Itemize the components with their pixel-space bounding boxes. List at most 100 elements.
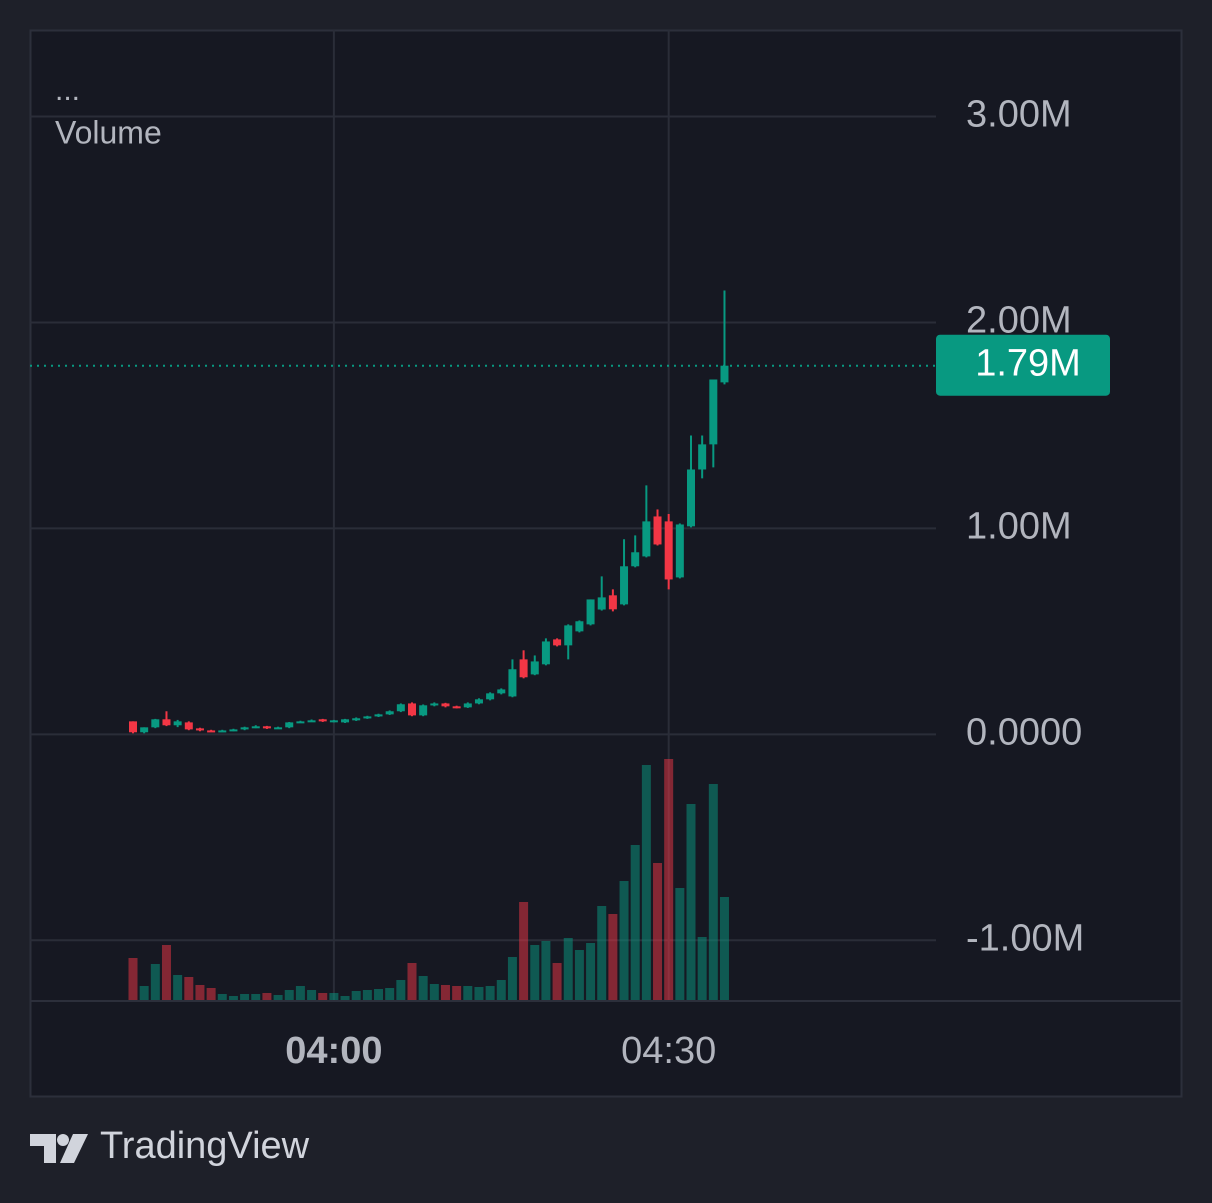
volume-bar xyxy=(586,943,596,1000)
candle-body xyxy=(508,669,517,697)
candle-body xyxy=(698,444,707,470)
volume-bar xyxy=(251,994,261,1000)
volume-bar xyxy=(463,986,473,1000)
candle-body xyxy=(262,726,271,729)
y-tick-label: 1.00M xyxy=(966,505,1072,547)
candle-body xyxy=(519,659,528,678)
candle-body xyxy=(173,721,182,726)
candle-body xyxy=(285,722,294,728)
volume-bar xyxy=(396,980,406,1000)
candle-body xyxy=(597,597,606,610)
volume-bar xyxy=(597,906,607,1000)
candle-body xyxy=(564,625,573,646)
candle-body xyxy=(408,703,416,716)
candle-body xyxy=(396,704,405,712)
y-tick-label: 2.00M xyxy=(966,299,1072,341)
volume-bar xyxy=(429,984,439,1000)
volume-bar xyxy=(719,897,729,1000)
volume-bar xyxy=(217,994,227,1000)
candle-body xyxy=(586,599,595,625)
candle-body xyxy=(329,720,338,723)
candle-body xyxy=(575,621,584,632)
volume-bar xyxy=(262,993,272,1000)
candle-body xyxy=(675,524,684,578)
volume-bar xyxy=(686,804,696,1000)
candle-body xyxy=(441,703,450,707)
candle-body xyxy=(664,521,673,580)
volume-bar xyxy=(318,993,328,1000)
volume-bar xyxy=(485,986,495,1000)
candle-body xyxy=(452,706,461,709)
candle-body xyxy=(229,729,238,732)
candle-body xyxy=(631,552,640,567)
candle-body xyxy=(195,728,204,731)
volume-bar xyxy=(374,989,384,1000)
volume-bar xyxy=(173,975,183,1000)
volume-bar xyxy=(664,759,674,1000)
volume-bar xyxy=(653,863,663,1000)
candle-body xyxy=(184,722,193,730)
candle-body xyxy=(474,699,483,704)
last-value-label: 1.79M xyxy=(975,343,1081,385)
candle-body xyxy=(720,365,729,383)
volume-bar xyxy=(574,950,584,1000)
candle-body xyxy=(274,727,283,730)
candle-body xyxy=(642,521,651,557)
candle-body xyxy=(352,718,361,721)
volume-bar xyxy=(630,845,640,1000)
volume-bar xyxy=(195,985,205,1000)
candle-body xyxy=(296,721,305,724)
candle-body xyxy=(497,689,506,694)
volume-bar xyxy=(150,964,160,1000)
candle-body xyxy=(530,661,539,675)
candle-body xyxy=(341,719,350,723)
candle-body xyxy=(218,730,227,733)
y-tick-label: 0.0000 xyxy=(966,711,1082,753)
volume-bar xyxy=(507,957,517,1000)
candle-body xyxy=(385,711,394,715)
volume-bar xyxy=(307,990,317,1000)
volume-bar xyxy=(641,765,651,1000)
volume-bar xyxy=(552,963,562,1000)
candle-body xyxy=(307,720,316,723)
candle-body xyxy=(430,703,439,706)
last-value-tag xyxy=(936,334,1110,396)
candle-body xyxy=(620,566,629,605)
volume-bar xyxy=(340,996,350,1000)
volume-bar xyxy=(697,937,707,1000)
candle-body xyxy=(709,379,718,445)
volume-bar xyxy=(161,945,171,1000)
x-tick-label: 04:30 xyxy=(621,1030,716,1072)
candle-body xyxy=(207,730,216,733)
volume-bar xyxy=(530,945,540,1000)
candle-body xyxy=(129,721,137,733)
candle-body xyxy=(140,727,149,733)
logo xyxy=(30,1134,88,1163)
volume-bar xyxy=(228,996,238,1000)
volume-bar xyxy=(563,938,573,1000)
volume-bar xyxy=(273,995,283,1000)
volume-bar xyxy=(351,991,361,1000)
candle-body xyxy=(162,719,171,726)
volume-bar xyxy=(206,988,216,1000)
candle-body xyxy=(653,516,662,545)
candle-body xyxy=(251,726,260,729)
volume-bar xyxy=(675,888,685,1000)
volume-bar xyxy=(184,977,194,1000)
volume-bar xyxy=(139,986,149,1000)
candle-body xyxy=(151,719,160,728)
candle-body xyxy=(374,714,383,717)
volume-bar xyxy=(362,990,372,1000)
volume-bar xyxy=(541,941,551,1000)
volume-bar xyxy=(474,987,484,1000)
volume-bar xyxy=(608,914,618,1000)
volume-bar xyxy=(708,784,718,1000)
candle-body xyxy=(541,641,550,665)
y-tick-label: 3.00M xyxy=(966,94,1072,136)
candle-body xyxy=(608,595,617,610)
legend-volume: Volume xyxy=(55,114,162,150)
volume-bar xyxy=(452,986,462,1000)
candle-body xyxy=(419,705,428,716)
x-tick-label: 04:00 xyxy=(285,1030,382,1072)
